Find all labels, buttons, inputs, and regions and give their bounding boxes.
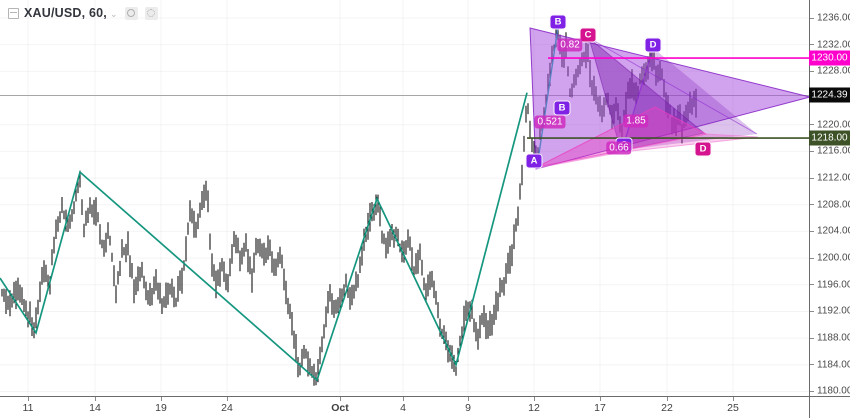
y-axis-tick-label: 1192.00 <box>817 305 850 317</box>
x-axis-tick-mark <box>733 397 734 401</box>
x-axis-tick-mark <box>28 397 29 401</box>
x-axis-tick-mark <box>403 397 404 401</box>
level-price-tag[interactable]: 1218.00 <box>809 130 850 146</box>
y-axis-tick-mark <box>810 204 814 206</box>
y-axis-tick-mark <box>810 70 814 72</box>
x-axis-tick-label: 14 <box>89 402 101 414</box>
pattern-ratio-label: 0.82 <box>557 38 583 52</box>
x-axis-tick-label: 24 <box>221 402 233 414</box>
x-axis-tick-label: Oct <box>331 402 349 414</box>
y-axis-tick-mark <box>810 364 814 366</box>
pattern-edge-cd2[interactable] <box>588 37 758 135</box>
x-axis-tick-mark <box>340 397 341 401</box>
x-axis-tick-mark <box>95 397 96 401</box>
y-axis-tick-mark <box>810 337 814 339</box>
pattern-point-label-b[interactable]: B <box>553 100 571 116</box>
y-axis-tick-label: 1228.00 <box>817 65 850 77</box>
circle-icon[interactable] <box>124 6 138 20</box>
x-axis-tick-label: 11 <box>22 402 34 414</box>
axis-corner <box>809 396 850 418</box>
y-axis-tick-mark <box>810 44 814 46</box>
pattern-ratio-label: 0.521 <box>534 115 566 129</box>
gear-icon[interactable] <box>144 6 158 20</box>
y-axis-tick-mark <box>810 284 814 286</box>
y-axis-tick-label: 1196.00 <box>817 279 850 291</box>
pattern-point-label-d[interactable]: D <box>644 37 662 53</box>
x-axis-tick-mark <box>161 397 162 401</box>
triangle-pattern-large[interactable] <box>529 27 811 170</box>
y-axis-tick-label: 1232.00 <box>817 39 850 51</box>
x-axis-tick-label: 25 <box>727 402 739 414</box>
y-axis-tick-label: 1204.00 <box>817 225 850 237</box>
x-axis-tick-mark <box>600 397 601 401</box>
pattern-ratio-label: 1.85 <box>623 114 649 128</box>
y-axis-tick-mark <box>810 124 814 126</box>
time-axis-panel[interactable]: 11 14 19 24 Oct 4 9 12 17 22 25 <box>0 396 810 418</box>
y-axis-tick-mark <box>810 257 814 259</box>
y-axis-tick-label: 1212.00 <box>817 172 850 184</box>
triangle-pattern-wedge[interactable] <box>622 48 757 150</box>
pattern-point-label-a[interactable]: A <box>525 153 543 169</box>
x-axis-tick-mark <box>667 397 668 401</box>
y-axis-tick-mark <box>810 310 814 312</box>
pattern-leg-ab[interactable] <box>536 26 559 168</box>
chevron-down-icon[interactable]: ⌄ <box>109 8 118 19</box>
x-axis-tick-label: 12 <box>528 402 540 414</box>
x-axis-tick-label: 4 <box>400 402 406 414</box>
zigzag-trendline[interactable] <box>0 92 528 382</box>
y-axis-tick-label: 1200.00 <box>817 252 850 264</box>
y-axis-tick-label: 1220.00 <box>817 119 850 131</box>
pattern-ratio-label: 0.66 <box>606 141 632 155</box>
x-axis-tick-label: 19 <box>155 402 167 414</box>
pattern-point-label-c[interactable]: C <box>579 27 597 43</box>
x-axis-tick-mark <box>227 397 228 401</box>
y-axis-tick-label: 1180.00 <box>817 385 850 397</box>
collapse-legend-icon[interactable] <box>8 7 19 19</box>
y-axis-tick-mark <box>810 150 814 152</box>
y-axis-tick-label: 1216.00 <box>817 145 850 157</box>
y-axis-tick-mark <box>810 390 814 392</box>
symbol-title[interactable]: XAU/USD, 60, <box>24 6 107 20</box>
y-axis-tick-label: 1236.00 <box>817 12 850 24</box>
y-axis-tick-label: 1184.00 <box>817 359 850 371</box>
chart-legend: XAU/USD, 60, ⌄ <box>8 6 158 20</box>
x-axis-tick-label: 17 <box>594 402 606 414</box>
pattern-leg-cd[interactable] <box>621 47 654 151</box>
y-axis-tick-label: 1208.00 <box>817 199 850 211</box>
pattern-point-label-b[interactable]: B <box>549 14 567 30</box>
x-axis-tick-mark <box>534 397 535 401</box>
y-axis-tick-mark <box>810 177 814 179</box>
pattern-point-label-d[interactable]: D <box>694 141 712 157</box>
last-price-tag: 1224.39 <box>809 87 850 103</box>
y-axis-tick-mark <box>810 17 814 19</box>
x-axis-tick-label: 22 <box>661 402 673 414</box>
y-axis-tick-label: 1188.00 <box>817 332 850 344</box>
x-axis-tick-mark <box>468 397 469 401</box>
x-axis-tick-label: 9 <box>465 402 471 414</box>
level-price-tag[interactable]: 1230.00 <box>809 50 850 66</box>
y-axis-tick-mark <box>810 230 814 232</box>
price-axis-panel[interactable]: 1236.00 1232.00 1228.00 1220.00 1216.00 1212.… <box>809 0 850 397</box>
